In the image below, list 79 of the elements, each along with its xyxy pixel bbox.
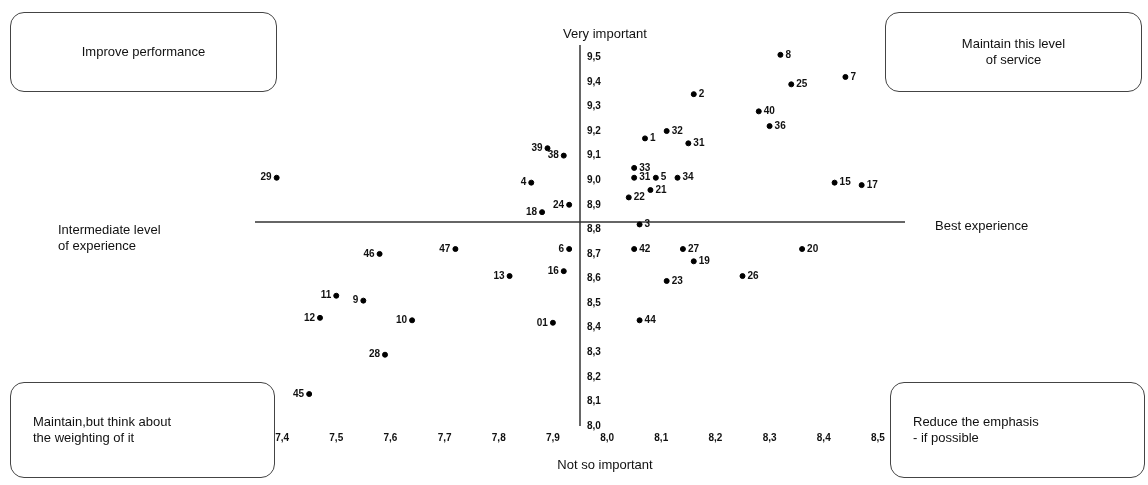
annotation: 2 <box>698 87 705 99</box>
annotation: 16 <box>547 264 560 276</box>
annotation: 34 <box>682 171 695 183</box>
annotation: 22 <box>633 191 646 203</box>
x-tick-label: 7,8 <box>491 431 507 443</box>
y-tick-label: 8,0 <box>587 419 602 431</box>
x-tick-label: 7,4 <box>275 431 290 443</box>
text: Not so important <box>556 457 654 473</box>
annotation: 28 <box>368 348 381 360</box>
x-tick-label: 8,1 <box>654 431 669 443</box>
annotation: 6 <box>558 242 565 254</box>
annotation: 45 <box>293 387 305 399</box>
annotation: 33 <box>639 161 651 173</box>
text: Reduce the emphasis - if possible <box>890 382 1145 478</box>
annotation: 8 <box>785 48 792 60</box>
annotation: 3 <box>644 218 651 230</box>
annotation: 31 <box>639 171 651 183</box>
text: Improve performance <box>10 12 277 92</box>
annotation: 47 <box>439 242 451 254</box>
annotation: 17 <box>866 178 879 190</box>
x-tick-label: 8,5 <box>870 431 886 443</box>
text: Maintain this level of service <box>885 12 1142 92</box>
annotation: 26 <box>747 269 760 281</box>
annotation: 29 <box>260 171 273 183</box>
annotation: 19 <box>698 255 711 267</box>
annotation: 38 <box>547 149 560 161</box>
y-tick-label: 8,4 <box>587 321 602 333</box>
y-tick-label: 8,1 <box>587 395 602 407</box>
annotation: 13 <box>493 269 506 281</box>
annotation: 32 <box>671 124 684 136</box>
text: Maintain,but think about the weighting of it <box>10 382 275 478</box>
annotation: 25 <box>796 78 808 90</box>
annotation: 27 <box>687 242 700 254</box>
annotation: 36 <box>774 119 787 131</box>
text: Very important <box>562 26 648 42</box>
y-tick-label: 9,4 <box>587 75 602 87</box>
annotation: 21 <box>655 183 667 195</box>
annotation: 18 <box>525 205 538 217</box>
y-tick-label: 8,7 <box>587 247 602 259</box>
y-tick-label: 8,2 <box>587 370 602 382</box>
y-tick-label: 9,2 <box>587 124 602 136</box>
y-tick-label: 8,8 <box>587 223 602 235</box>
annotation: 10 <box>395 314 408 326</box>
annotation: 46 <box>363 247 376 259</box>
annotation: 42 <box>639 242 651 254</box>
annotation: 1 <box>650 132 656 144</box>
x-tick-label: 7,9 <box>545 431 561 443</box>
x-tick-label: 8,2 <box>708 431 723 443</box>
annotation: 31 <box>693 137 705 149</box>
text: Intermediate level of experience <box>58 222 162 254</box>
x-tick-label: 8,4 <box>816 431 832 443</box>
y-tick-label: 8,9 <box>587 198 602 210</box>
annotation: 39 <box>531 141 543 153</box>
text: Best experience <box>935 218 1030 234</box>
x-tick-label: 7,5 <box>329 431 344 443</box>
annotation: 40 <box>763 105 776 117</box>
annotation: 11 <box>320 289 332 301</box>
y-tick-label: 9,1 <box>587 149 602 161</box>
x-tick-label: 8,0 <box>600 431 615 443</box>
x-tick-label: 7,6 <box>383 431 398 443</box>
annotation: 44 <box>644 314 657 326</box>
annotation: 23 <box>671 274 684 286</box>
y-tick-label: 8,6 <box>587 272 602 284</box>
annotation: 4 <box>520 176 527 188</box>
y-tick-label: 9,0 <box>587 173 602 185</box>
y-tick-label: 9,3 <box>587 100 602 112</box>
y-tick-label: 8,5 <box>587 296 602 308</box>
annotation: 20 <box>807 242 819 254</box>
x-tick-label: 7,7 <box>437 431 452 443</box>
x-tick-label: 8,3 <box>762 431 777 443</box>
y-tick-label: 9,5 <box>587 51 602 63</box>
annotation: 9 <box>352 294 359 306</box>
annotation: 01 <box>536 316 549 328</box>
y-tick-label: 8,3 <box>587 346 602 358</box>
annotation: 7 <box>850 70 857 82</box>
annotation: 24 <box>553 198 565 210</box>
annotation: 15 <box>839 176 852 188</box>
annotation: 12 <box>303 311 316 323</box>
annotation: 5 <box>660 171 667 183</box>
